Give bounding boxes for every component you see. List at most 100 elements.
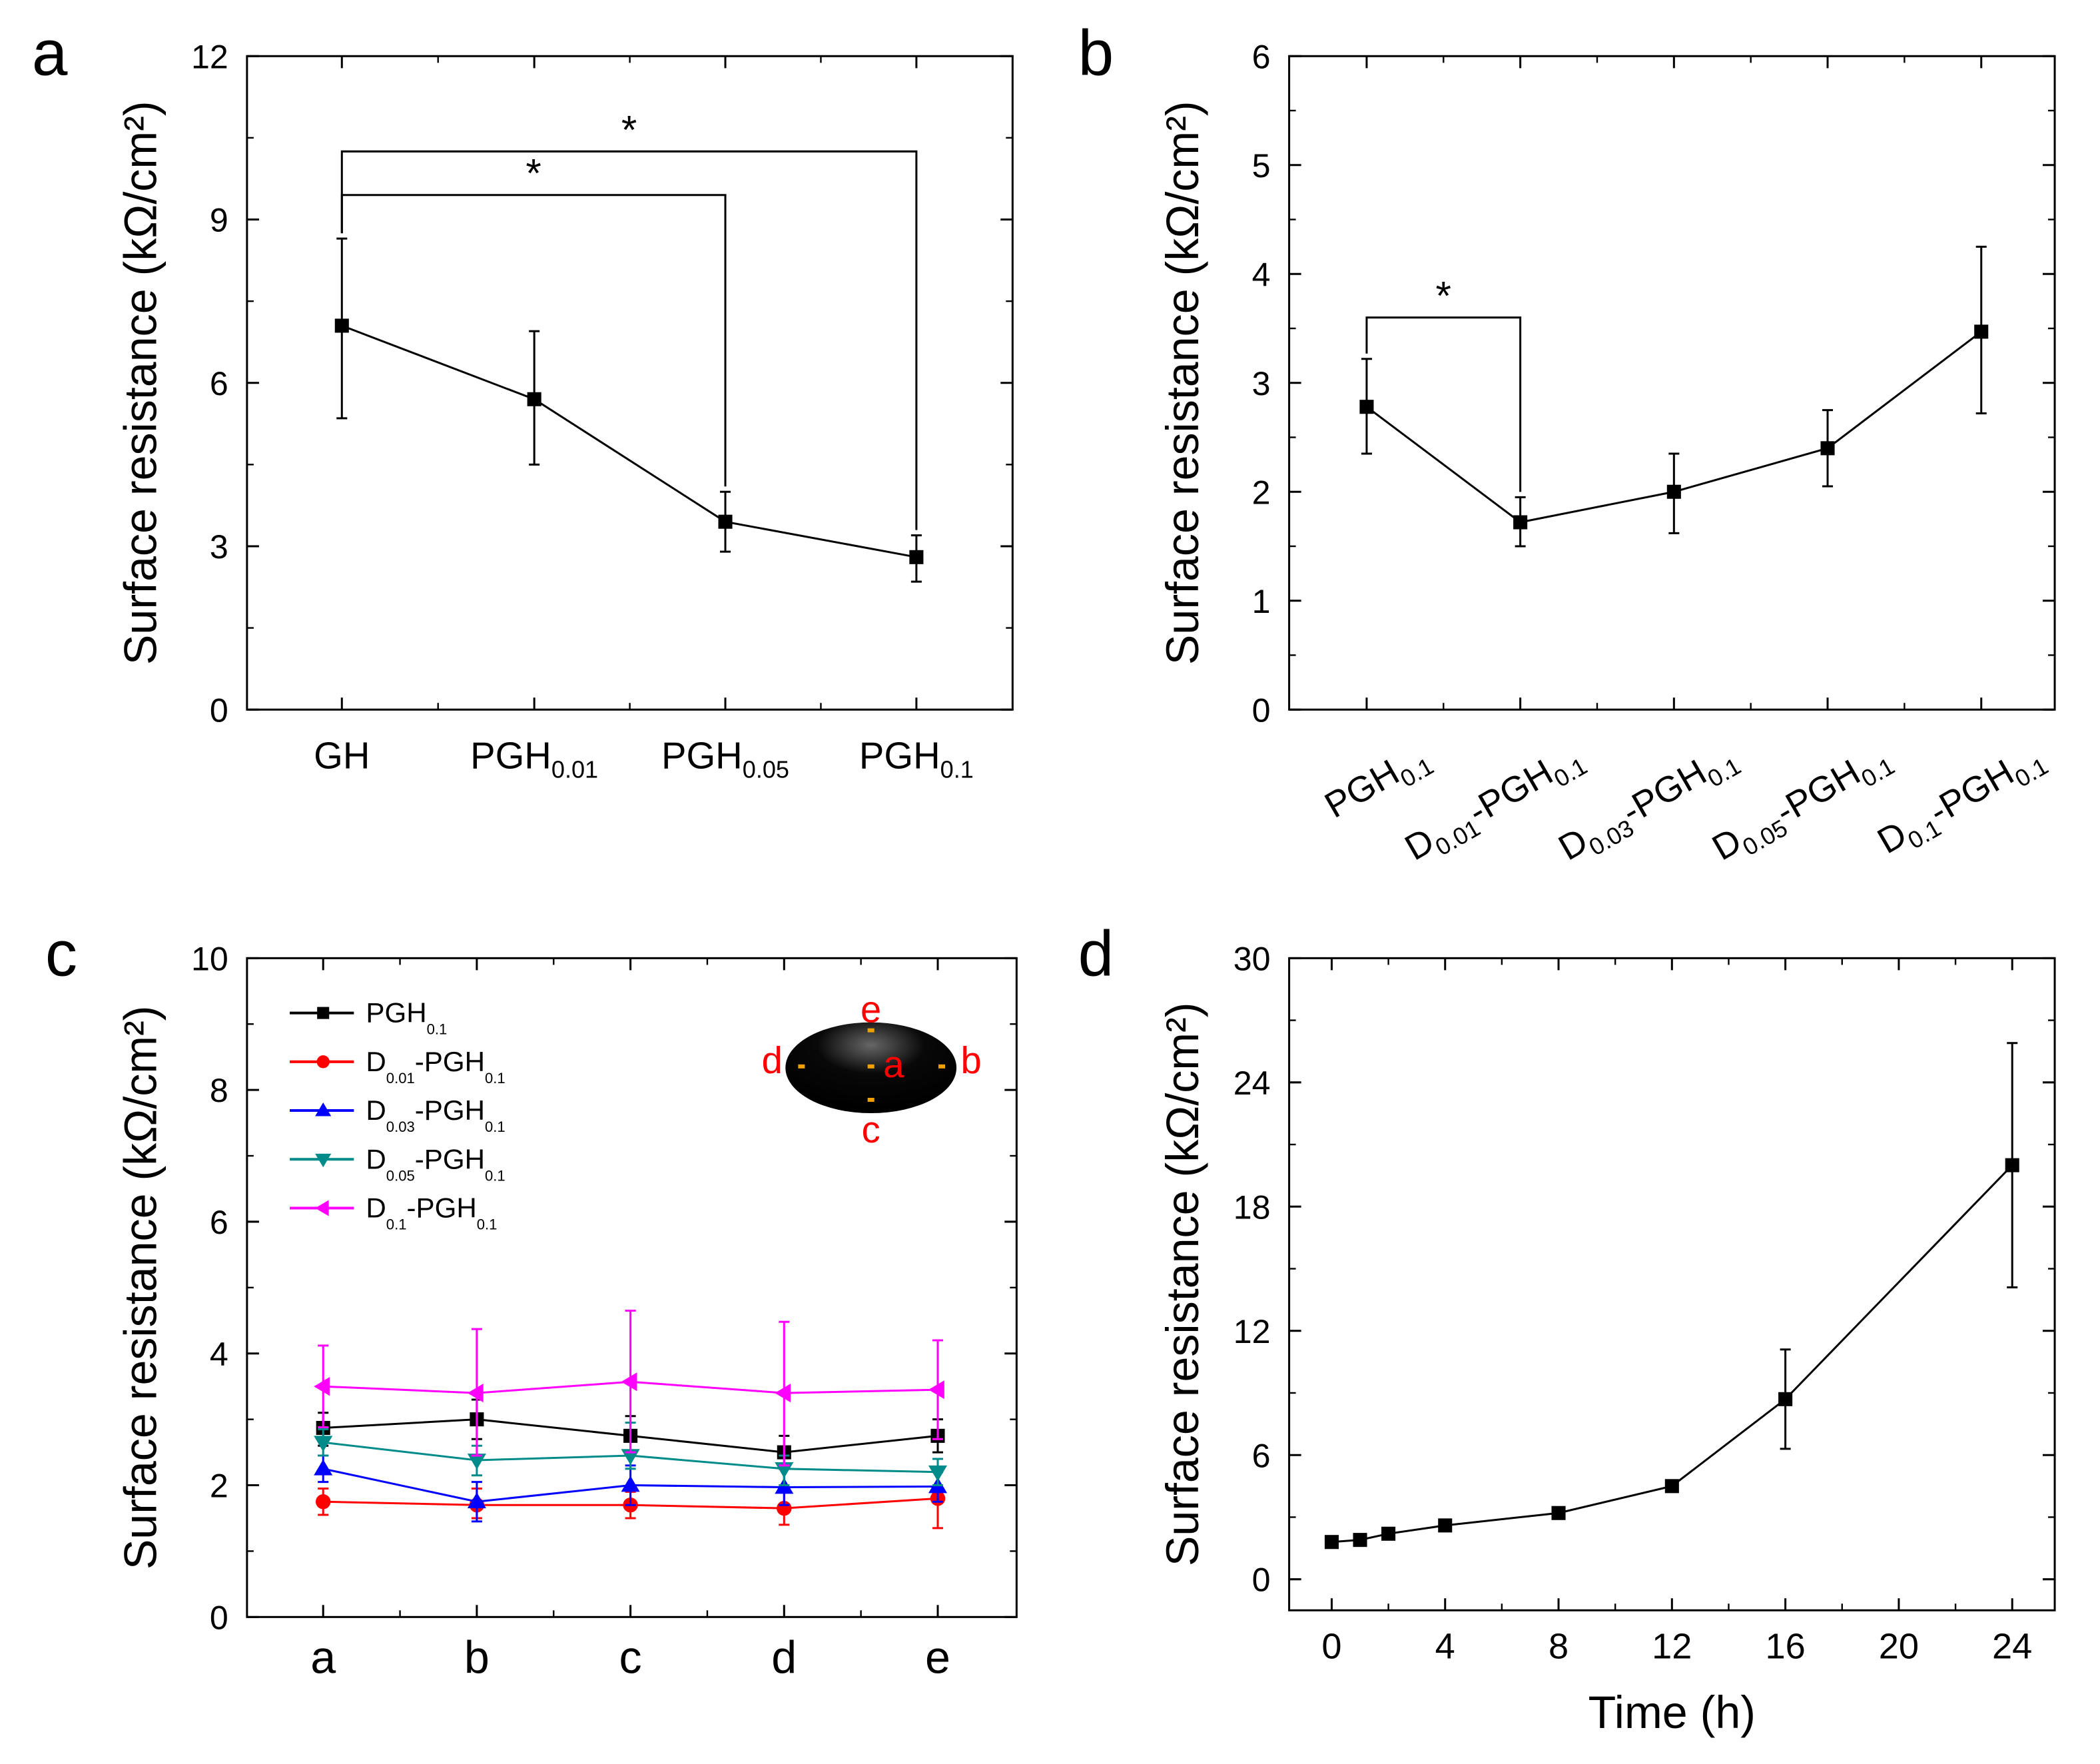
y-tick-label: 6 xyxy=(1252,1437,1271,1474)
marker-triangle-left xyxy=(928,1380,944,1400)
y-axis-label: Surface resistance (kΩ/cm²) xyxy=(1158,101,1208,665)
measurement-point xyxy=(867,1097,875,1102)
marker-triangle-left xyxy=(775,1384,791,1403)
marker-square xyxy=(527,392,541,406)
y-tick-label: 0 xyxy=(1252,691,1271,729)
panel-label-c: c xyxy=(45,918,77,989)
y-tick-label: 10 xyxy=(191,940,228,977)
y-tick-label: 3 xyxy=(1252,365,1271,402)
marker-triangle-left xyxy=(467,1384,484,1403)
x-tick-label: D0.1​-PGH0.1​ xyxy=(1871,735,2053,867)
series-data xyxy=(1359,245,1989,548)
series-D0.1-PGH0.1 xyxy=(314,1309,944,1467)
marker-square xyxy=(909,550,924,564)
y-tick-label: 2 xyxy=(1252,474,1271,511)
series-data xyxy=(1324,1042,2019,1549)
significance-bracket xyxy=(340,150,918,530)
marker-square xyxy=(1664,1479,1679,1494)
panel-b-chart: 0 1 2 3 4 5 6 Surface resistance (kΩ/cm²) PGH0.1… xyxy=(1158,38,2056,874)
x-tick-label: 8 xyxy=(1549,1627,1569,1667)
marker-square xyxy=(334,318,349,333)
marker-square xyxy=(1778,1392,1793,1406)
y-tick-label: 5 xyxy=(1252,147,1271,185)
marker-triangle-left xyxy=(621,1372,637,1392)
marker-square xyxy=(1974,324,1989,339)
plot-frame xyxy=(1288,957,2056,1611)
y-tick-label: 30 xyxy=(1233,940,1271,977)
marker-triangle-down xyxy=(467,1454,486,1470)
marker-triangle-down xyxy=(928,1465,948,1482)
y-tick-label: 0 xyxy=(1252,1561,1271,1599)
y-tick-label: 4 xyxy=(210,1336,228,1373)
legend-label: D0.05​-PGH0.1​ xyxy=(366,1143,505,1184)
y-tick-label: 3 xyxy=(210,528,228,566)
legend-label: D0.1​-PGH0.1​ xyxy=(366,1192,497,1233)
marker-square xyxy=(1513,515,1528,530)
x-tick-label: D0.05​-PGH0.1​ xyxy=(1706,735,1899,874)
marker-triangle-left xyxy=(315,1200,329,1216)
marker-square xyxy=(2005,1158,2019,1172)
legend-item: D0.05​-PGH0.1​ xyxy=(290,1143,506,1184)
x-tick-label: 24 xyxy=(1992,1627,2032,1667)
x-tick-label: 20 xyxy=(1879,1627,1919,1667)
y-tick-label: 9 xyxy=(210,202,228,239)
x-tick-label: b xyxy=(464,1633,490,1683)
panel-label-b: b xyxy=(1078,17,1114,89)
x-tick-label: e xyxy=(925,1633,950,1683)
series-data xyxy=(334,237,924,583)
marker-triangle-up xyxy=(621,1476,640,1492)
marker-square xyxy=(718,514,733,529)
x-tick-label: PGH0.1​ xyxy=(1318,735,1438,831)
marker-square xyxy=(1820,441,1835,456)
y-tick-label: 24 xyxy=(1233,1065,1271,1102)
marker-square xyxy=(1324,1535,1339,1549)
marker-triangle-up xyxy=(314,1459,333,1476)
y-tick-label: 1 xyxy=(1252,583,1271,620)
measurement-point xyxy=(938,1064,946,1069)
legend-item: D0.03​-PGH0.1​ xyxy=(290,1095,506,1135)
marker-square xyxy=(317,1007,330,1019)
plot-frame xyxy=(1288,55,2056,711)
marker-square xyxy=(1359,400,1374,414)
panel-c-chart: 0 2 4 6 8 10 Surface resistance (kΩ/cm²) a b c d e P… xyxy=(115,940,1018,1683)
y-axis-label: Surface resistance (kΩ/cm²) xyxy=(115,101,166,665)
sample-inset-image: a b c d e xyxy=(762,989,982,1151)
y-axis-label: Surface resistance (kΩ/cm²) xyxy=(115,1005,166,1569)
significance-star: * xyxy=(1436,274,1451,318)
y-tick-label: 6 xyxy=(210,1204,228,1241)
inset-point-label: d xyxy=(762,1039,783,1081)
y-tick-label: 8 xyxy=(210,1072,228,1109)
legend-item: D0.1​-PGH0.1​ xyxy=(290,1192,497,1233)
inset-point-label: a xyxy=(883,1043,904,1085)
measurement-point xyxy=(867,1028,875,1033)
x-tick-label: PGH0.05​ xyxy=(661,734,789,783)
y-tick-label: 6 xyxy=(210,365,228,402)
y-axis-label: Surface resistance (kΩ/cm²) xyxy=(1158,1002,1208,1566)
x-axis-label: Time (h) xyxy=(1588,1687,1756,1738)
marker-triangle-down xyxy=(315,1153,332,1168)
legend-label: PGH0.1​ xyxy=(366,997,447,1038)
marker-square xyxy=(1666,484,1681,499)
x-tick-label: 16 xyxy=(1765,1627,1805,1667)
series-line xyxy=(341,324,917,558)
y-tick-label: 6 xyxy=(1252,38,1271,75)
marker-square xyxy=(1353,1533,1367,1547)
significance-bracket xyxy=(1365,316,1522,492)
x-tick-label: 4 xyxy=(1435,1627,1455,1667)
x-tick-label: PGH0.1​ xyxy=(859,734,974,783)
y-tick-label: 0 xyxy=(210,691,228,729)
plot-frame xyxy=(246,55,1014,711)
x-tick-label: a xyxy=(310,1633,336,1683)
x-tick-label: 0 xyxy=(1321,1627,1341,1667)
significance-star: * xyxy=(525,151,541,196)
marker-triangle-left xyxy=(314,1377,330,1396)
significance-star: * xyxy=(621,107,637,152)
y-tick-label: 2 xyxy=(210,1468,228,1505)
legend-item: D0.01​-PGH0.1​ xyxy=(290,1046,506,1087)
x-tick-label: PGH0.01​ xyxy=(470,734,598,783)
marker-triangle-up xyxy=(467,1492,486,1509)
measurement-point xyxy=(867,1064,875,1069)
y-tick-label: 12 xyxy=(191,38,228,75)
marker-square xyxy=(1551,1506,1566,1520)
panel-a-chart: 0 3 6 9 12 Surface resistance (kΩ/cm²) GH PGH0.… xyxy=(115,38,1014,783)
